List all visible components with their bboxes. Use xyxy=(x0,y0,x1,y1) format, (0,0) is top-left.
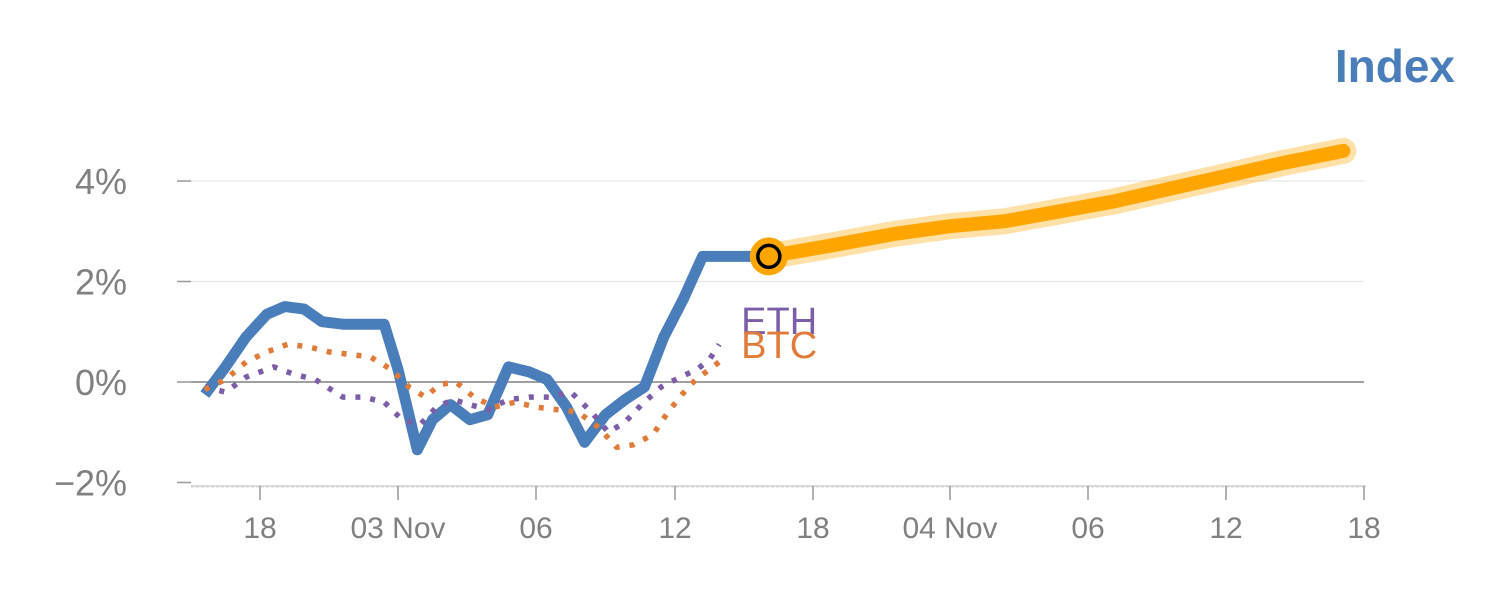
x-tick-label: 03 Nov xyxy=(350,512,445,545)
series-label-eth: ETH xyxy=(741,301,817,343)
series-line-btc xyxy=(203,341,721,451)
current-marker xyxy=(756,243,782,270)
y-tick-label: −2% xyxy=(54,463,127,504)
series-layer xyxy=(200,137,1357,456)
x-tick-label: 18 xyxy=(1347,512,1380,545)
x-tick-label: 18 xyxy=(243,512,276,545)
y-tick-label: 4% xyxy=(75,161,127,202)
y-tick-label: 2% xyxy=(75,262,127,303)
chart-title: Index xyxy=(1335,40,1456,92)
series-line-index xyxy=(200,250,769,456)
y-tick-label: 0% xyxy=(75,362,127,403)
series-label-btc: BTC xyxy=(741,325,817,367)
x-tick-label: 12 xyxy=(658,512,691,545)
x-tick-label: 06 xyxy=(1071,512,1104,545)
x-tick-label: 18 xyxy=(796,512,829,545)
axis-layer: 4% 2% 0% −2% 18 03 Nov 06 12 18 04 Nov 06 12 18 xyxy=(54,161,1381,545)
x-tick-label: 06 xyxy=(519,512,552,545)
x-tick-label: 12 xyxy=(1209,512,1242,545)
x-tick-label: 04 Nov xyxy=(902,512,997,545)
forecast-line xyxy=(761,143,1351,264)
series-line-eth xyxy=(204,342,722,436)
